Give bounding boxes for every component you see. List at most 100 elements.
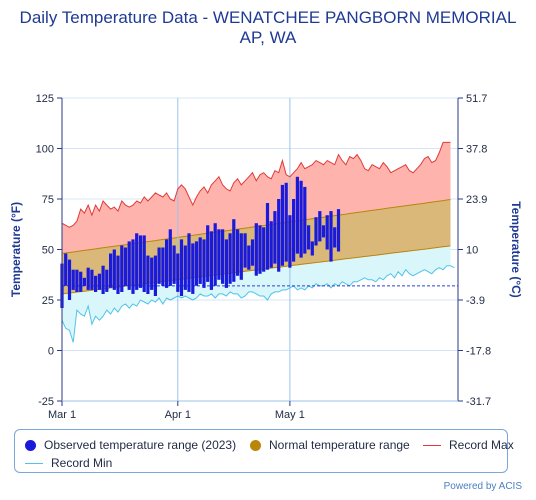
legend-observed[interactable]: Observed temperature range (2023): [25, 438, 236, 452]
observed-bar: [168, 229, 172, 286]
observed-bar: [273, 211, 277, 264]
observed-bar: [71, 269, 75, 290]
observed-bar: [265, 203, 270, 270]
observed-bar: [250, 239, 255, 266]
x-tick-label: Apr 1: [165, 409, 191, 421]
observed-bar: [247, 245, 251, 270]
observed-bar: [161, 247, 165, 286]
y-tick-label-right: 10: [466, 245, 478, 257]
observed-bar: [318, 211, 322, 242]
y-tick-label-left: 75: [42, 194, 54, 206]
observed-bar: [90, 269, 94, 290]
observed-bar: [209, 231, 213, 290]
observed-bar: [79, 271, 83, 292]
observed-bar: [303, 186, 307, 254]
y-tick-label-right: -3.9: [466, 295, 485, 307]
observed-bar: [284, 182, 288, 262]
observed-bar: [258, 225, 262, 274]
observed-bar: [82, 277, 86, 286]
observed-bar: [269, 221, 273, 268]
observed-bar: [198, 237, 202, 284]
legend-observed-label: Observed temperature range (2023): [44, 438, 237, 452]
temperature-chart: -25 -31.7 0 -17.8 25 -3.9 50 10 75 23.9 100 37.8 125…: [9, 93, 523, 421]
observed-bar: [157, 247, 161, 284]
legend-normal[interactable]: Normal temperature range: [250, 438, 410, 452]
y-axis-title-left: Temperature (°F): [9, 202, 23, 297]
observed-bar: [321, 225, 326, 238]
powered-by-link[interactable]: Powered by ACIS: [443, 481, 522, 492]
chart-legend: Observed temperature range (2023) Normal…: [14, 429, 514, 473]
observed-bar: [333, 227, 337, 248]
observed-bar: [254, 223, 258, 276]
chart-title-line1: Daily Temperature Data - WENATCHEE PANGB…: [19, 8, 517, 27]
observed-bar: [307, 225, 311, 250]
observed-bar: [243, 233, 247, 268]
observed-bar: [142, 235, 146, 292]
observed-bar: [116, 255, 120, 294]
legend-normal-label: Normal temperature range: [269, 438, 410, 452]
y-tick-label-right: -31.7: [466, 396, 491, 408]
observed-bar: [329, 211, 333, 262]
observed-bar: [280, 184, 284, 266]
observed-bar: [150, 257, 154, 290]
observed-bar: [236, 229, 240, 276]
observed-bar: [105, 269, 109, 292]
observed-bar: [172, 245, 176, 284]
observed-bar: [123, 247, 128, 286]
chart-title-line2: AP, WA: [239, 28, 297, 47]
observed-bar: [127, 241, 131, 290]
y-tick-label-left: 100: [36, 144, 54, 156]
y-tick-label-left: 0: [48, 346, 54, 358]
observed-bar: [336, 209, 341, 252]
y-axis-title-right: Temperature (°C): [509, 201, 523, 298]
observed-bar: [206, 225, 210, 282]
record-min-band: [62, 245, 451, 343]
observed-bar: [183, 245, 187, 290]
y-tick-label-left: 50: [42, 245, 54, 257]
observed-bar: [221, 229, 225, 284]
observed-bar: [239, 233, 243, 280]
x-tick-label: May 1: [275, 409, 305, 421]
observed-bar: [217, 229, 221, 280]
observed-bar: [262, 227, 266, 272]
observed-bar: [67, 259, 72, 300]
y-tick-label-right: 37.8: [466, 144, 487, 156]
observed-bar: [131, 239, 135, 294]
observed-bar: [299, 180, 303, 258]
observed-bar: [153, 255, 157, 296]
observed-bar: [75, 269, 79, 292]
y-tick-label-right: 23.9: [466, 194, 487, 206]
observed-bar: [202, 239, 206, 288]
observed-bar: [138, 235, 143, 288]
observed-bar: [191, 243, 195, 294]
observed-bar: [325, 215, 329, 250]
legend-record-max[interactable]: Record Max: [423, 438, 514, 452]
observed-bar: [295, 176, 299, 254]
observed-bar: [224, 239, 228, 288]
observed-bar: [228, 233, 232, 284]
legend-normal-marker: [250, 439, 261, 451]
observed-bar: [135, 233, 139, 290]
observed-bar: [112, 249, 116, 290]
observed-bar: [310, 241, 314, 256]
record-min-line: [61, 265, 455, 343]
x-tick-label: Mar 1: [48, 409, 76, 421]
observed-bar: [94, 275, 98, 292]
observed-bar: [165, 239, 169, 288]
observed-bar: [97, 273, 101, 290]
legend-record-max-label: Record Max: [449, 438, 514, 452]
observed-bar: [120, 245, 124, 292]
observed-bar: [232, 219, 236, 282]
observed-bar: [179, 239, 184, 296]
observed-bar: [146, 255, 150, 294]
legend-record-max-marker: [423, 444, 441, 446]
y-tick-label-right: 51.7: [466, 93, 487, 105]
legend-record-min-label: Record Min: [51, 456, 113, 470]
y-tick-label-right: -17.8: [466, 346, 491, 358]
legend-record-min[interactable]: Record Min: [25, 456, 112, 470]
observed-bar: [109, 253, 113, 288]
observed-bar: [314, 217, 318, 246]
observed-bar: [101, 265, 105, 294]
observed-bar: [213, 223, 217, 286]
observed-bar: [187, 233, 191, 292]
